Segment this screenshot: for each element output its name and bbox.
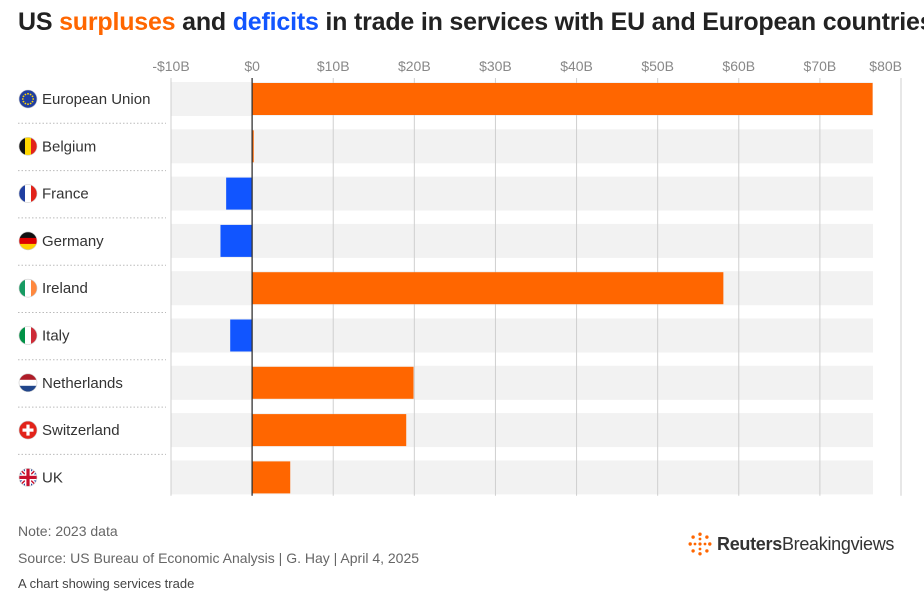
italy-flag-icon bbox=[18, 326, 38, 345]
bar-european-union bbox=[252, 83, 873, 115]
x-tick-label: $50B bbox=[641, 58, 674, 74]
chart-note: Note: 2023 data bbox=[18, 523, 118, 539]
row-background bbox=[171, 318, 873, 353]
category-label: Ireland bbox=[42, 280, 88, 297]
x-tick-label: $70B bbox=[804, 58, 837, 74]
x-tick-label: $80B bbox=[869, 58, 902, 74]
x-tick-label: $60B bbox=[722, 58, 755, 74]
bar-uk bbox=[252, 461, 291, 494]
title-surplus-word: surpluses bbox=[59, 8, 176, 36]
category-label: Belgium bbox=[42, 138, 96, 155]
chart-title: US surpluses and deficits in trade in se… bbox=[18, 8, 924, 36]
x-axis-ticks: -$10B $0 $10B $20B $30B $40B $50B $60B $70B $80B bbox=[152, 58, 902, 74]
uk-flag-icon bbox=[18, 468, 38, 487]
bar-ireland bbox=[252, 272, 724, 305]
germany-flag-icon bbox=[18, 231, 38, 251]
x-tick-label: $20B bbox=[398, 58, 431, 74]
x-tick-label: $30B bbox=[479, 58, 512, 74]
brand-name-strong: Reuters bbox=[717, 533, 782, 554]
x-tick-label: $40B bbox=[560, 58, 593, 74]
bars bbox=[220, 83, 873, 494]
category-label: Germany bbox=[42, 233, 104, 250]
category-label: European Union bbox=[42, 91, 150, 108]
category-label: France bbox=[42, 186, 89, 203]
bar-belgium bbox=[252, 130, 254, 163]
category-label: UK bbox=[42, 469, 63, 486]
bar-switzerland bbox=[252, 414, 407, 447]
row-background bbox=[171, 129, 873, 164]
france-flag-icon bbox=[18, 184, 38, 203]
ireland-flag-icon bbox=[18, 278, 38, 298]
bar-germany bbox=[220, 224, 253, 257]
category-label: Italy bbox=[42, 328, 70, 345]
category-label: Switzerland bbox=[42, 422, 120, 439]
category-label: Netherlands bbox=[42, 375, 123, 392]
bar-chart: -$10B $0 $10B $20B $30B $40B $50B $60B $70B $80B … bbox=[18, 58, 902, 496]
x-tick-label: $10B bbox=[317, 58, 350, 74]
chart-source: Source: US Bureau of Economic Analysis |… bbox=[18, 550, 420, 566]
chart-alt-text: A chart showing services trade bbox=[18, 576, 195, 591]
netherlands-flag-icon bbox=[18, 373, 38, 393]
category-labels: European Union Belgium France Germany Irelan… bbox=[18, 89, 150, 487]
belgium-flag-icon bbox=[18, 137, 38, 156]
title-deficit-word: deficits bbox=[232, 8, 319, 36]
row-background bbox=[171, 176, 873, 211]
brand-name-light: Breakingviews bbox=[781, 533, 895, 554]
bar-netherlands bbox=[252, 366, 414, 399]
eu-flag-icon bbox=[18, 89, 38, 109]
x-tick-label: $0 bbox=[244, 58, 260, 74]
reuters-breakingviews-logo: Reuters Breakingviews bbox=[688, 532, 894, 556]
bar-france bbox=[226, 177, 253, 210]
reuters-logo-icon bbox=[688, 532, 712, 556]
switzerland-flag-icon bbox=[18, 420, 38, 440]
bar-italy bbox=[230, 319, 253, 352]
x-tick-label: -$10B bbox=[152, 58, 189, 74]
row-background bbox=[171, 223, 873, 258]
